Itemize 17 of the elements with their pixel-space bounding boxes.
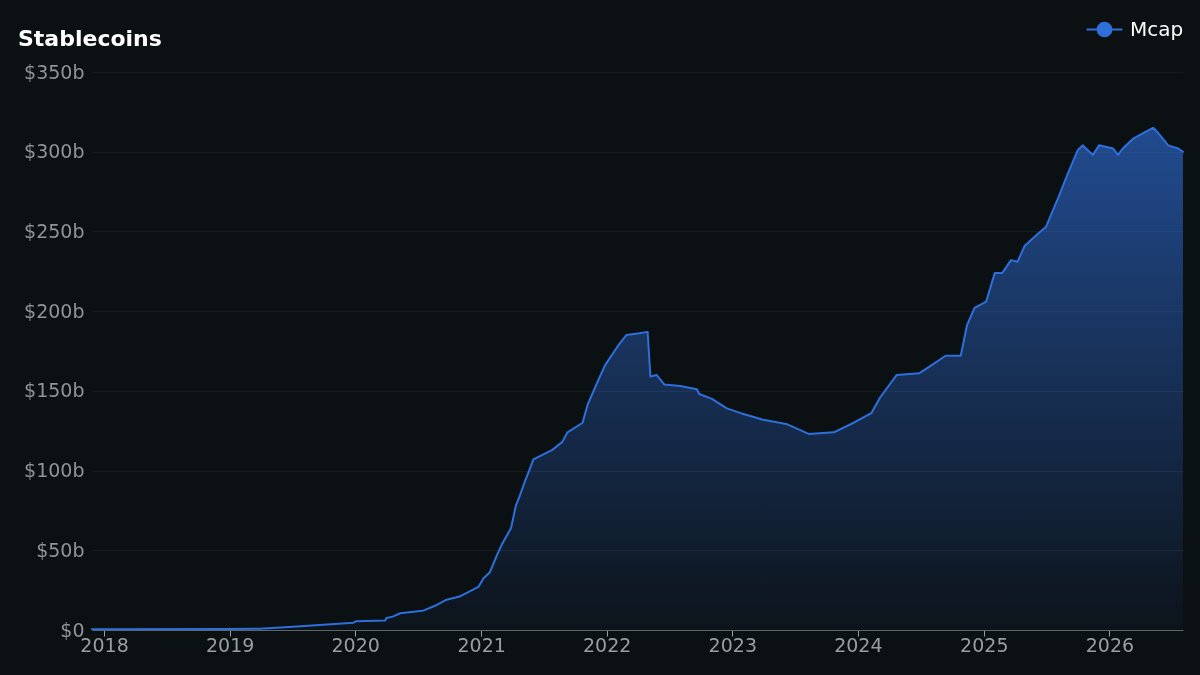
- y-tick-label: $250b: [24, 219, 85, 242]
- x-tick-label: 2025: [960, 633, 1009, 656]
- y-tick-label: $150b: [24, 379, 85, 402]
- legend-label: Mcap: [1130, 16, 1184, 41]
- y-tick-label: $200b: [24, 299, 85, 322]
- x-tick-label: 2020: [331, 633, 380, 656]
- y-tick-label: $100b: [24, 459, 85, 482]
- chart-title: Stablecoins: [18, 26, 162, 51]
- x-tick-label: 2024: [834, 633, 883, 656]
- x-tick-label: 2023: [708, 633, 757, 656]
- y-tick-label: $300b: [24, 140, 85, 163]
- x-tick-label: 2021: [457, 633, 506, 656]
- x-tick-label: 2019: [205, 633, 255, 656]
- y-tick-label: $350b: [24, 60, 85, 83]
- x-tick-label: 2022: [583, 633, 632, 656]
- x-tick-label: 2026: [1085, 633, 1135, 656]
- y-tick-label: $50b: [36, 538, 85, 561]
